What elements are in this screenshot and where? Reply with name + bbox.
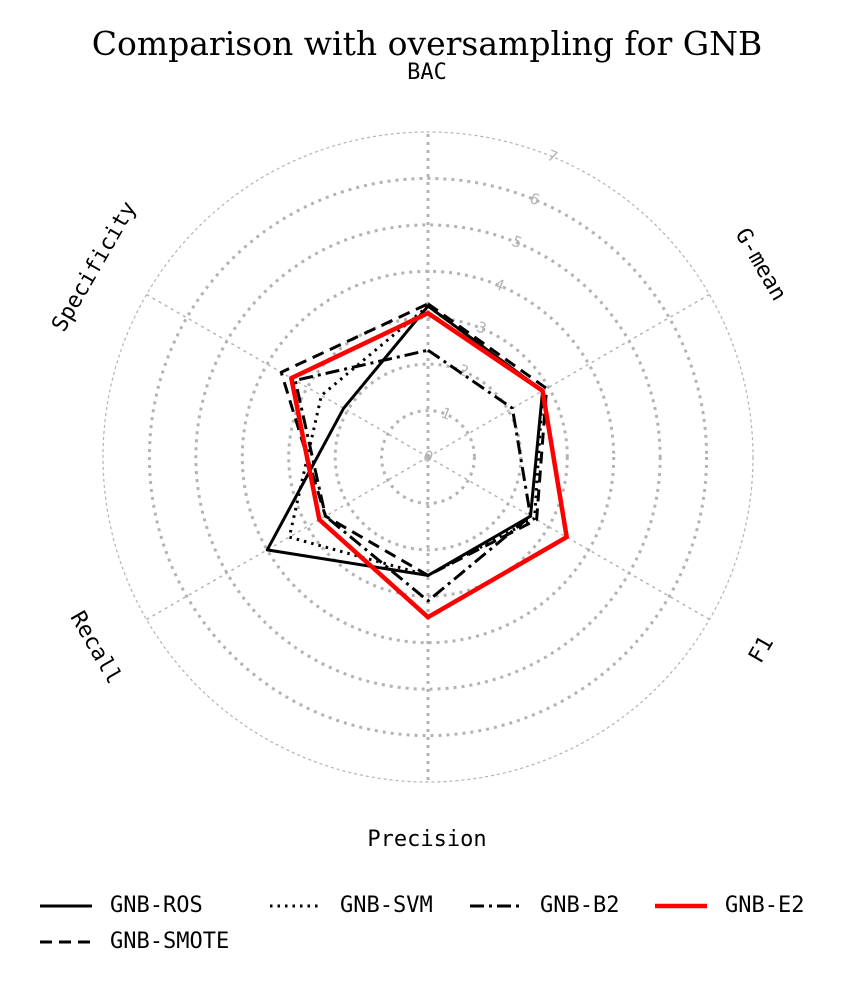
grid-circle-7 [102, 131, 754, 783]
legend-label-gnb-e2: GNB-E2 [725, 893, 804, 918]
data-series [265, 302, 569, 620]
axis-label-recall: Recall [65, 607, 126, 688]
series-line-gnb-e2 [289, 310, 569, 620]
spoke-g-mean [427, 293, 710, 458]
axis-label-f1: F1 [744, 632, 779, 667]
axis-labels: BAC G-mean F1 Precision Recall Specificity [47, 60, 791, 852]
radial-tick-label: 7 [545, 146, 560, 166]
series-line-gnb-b2 [293, 348, 532, 603]
radial-tick-label: 6 [527, 189, 542, 209]
radial-tick-label: 5 [509, 232, 524, 252]
series-line-gnb-smote [279, 302, 549, 577]
radial-tick-label: 0 [421, 447, 436, 467]
spoke-f1 [427, 456, 710, 621]
spoke-specificity [146, 293, 429, 458]
spoke-recall [146, 456, 429, 621]
grid-circle-6 [147, 176, 709, 738]
grid-circle-1 [380, 409, 476, 505]
axis-label-precision: Precision [367, 827, 486, 852]
axis-label-specificity: Specificity [47, 197, 142, 336]
legend-label-gnb-ros: GNB-ROS [110, 893, 203, 918]
grid-circle-5 [194, 223, 662, 691]
axis-label-g-mean: G-mean [730, 224, 791, 305]
chart-title: Comparison with oversampling for GNB [92, 24, 763, 63]
legend-label-gnb-b2: GNB-B2 [540, 893, 619, 918]
legend-label-gnb-svm: GNB-SVM [340, 893, 433, 918]
grid-circle-2 [333, 362, 523, 552]
legend: GNB-ROS GNB-SMOTE GNB-SVM GNB-B2 GNB-E2 [40, 893, 804, 954]
legend-label-gnb-smote: GNB-SMOTE [110, 929, 229, 954]
radial-tick-label: 4 [492, 275, 507, 295]
radial-tick-label: 1 [438, 404, 453, 424]
radial-tick-label: 3 [474, 318, 489, 338]
grid-circle-3 [287, 316, 569, 598]
axis-label-bac: BAC [407, 60, 447, 85]
